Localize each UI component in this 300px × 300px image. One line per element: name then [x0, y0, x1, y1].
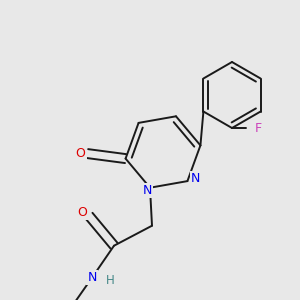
Text: O: O — [77, 206, 87, 219]
Text: H: H — [106, 274, 114, 287]
Text: O: O — [76, 147, 85, 160]
Text: F: F — [254, 122, 262, 134]
Text: N: N — [142, 184, 152, 197]
Text: N: N — [191, 172, 200, 184]
Text: N: N — [87, 271, 97, 284]
